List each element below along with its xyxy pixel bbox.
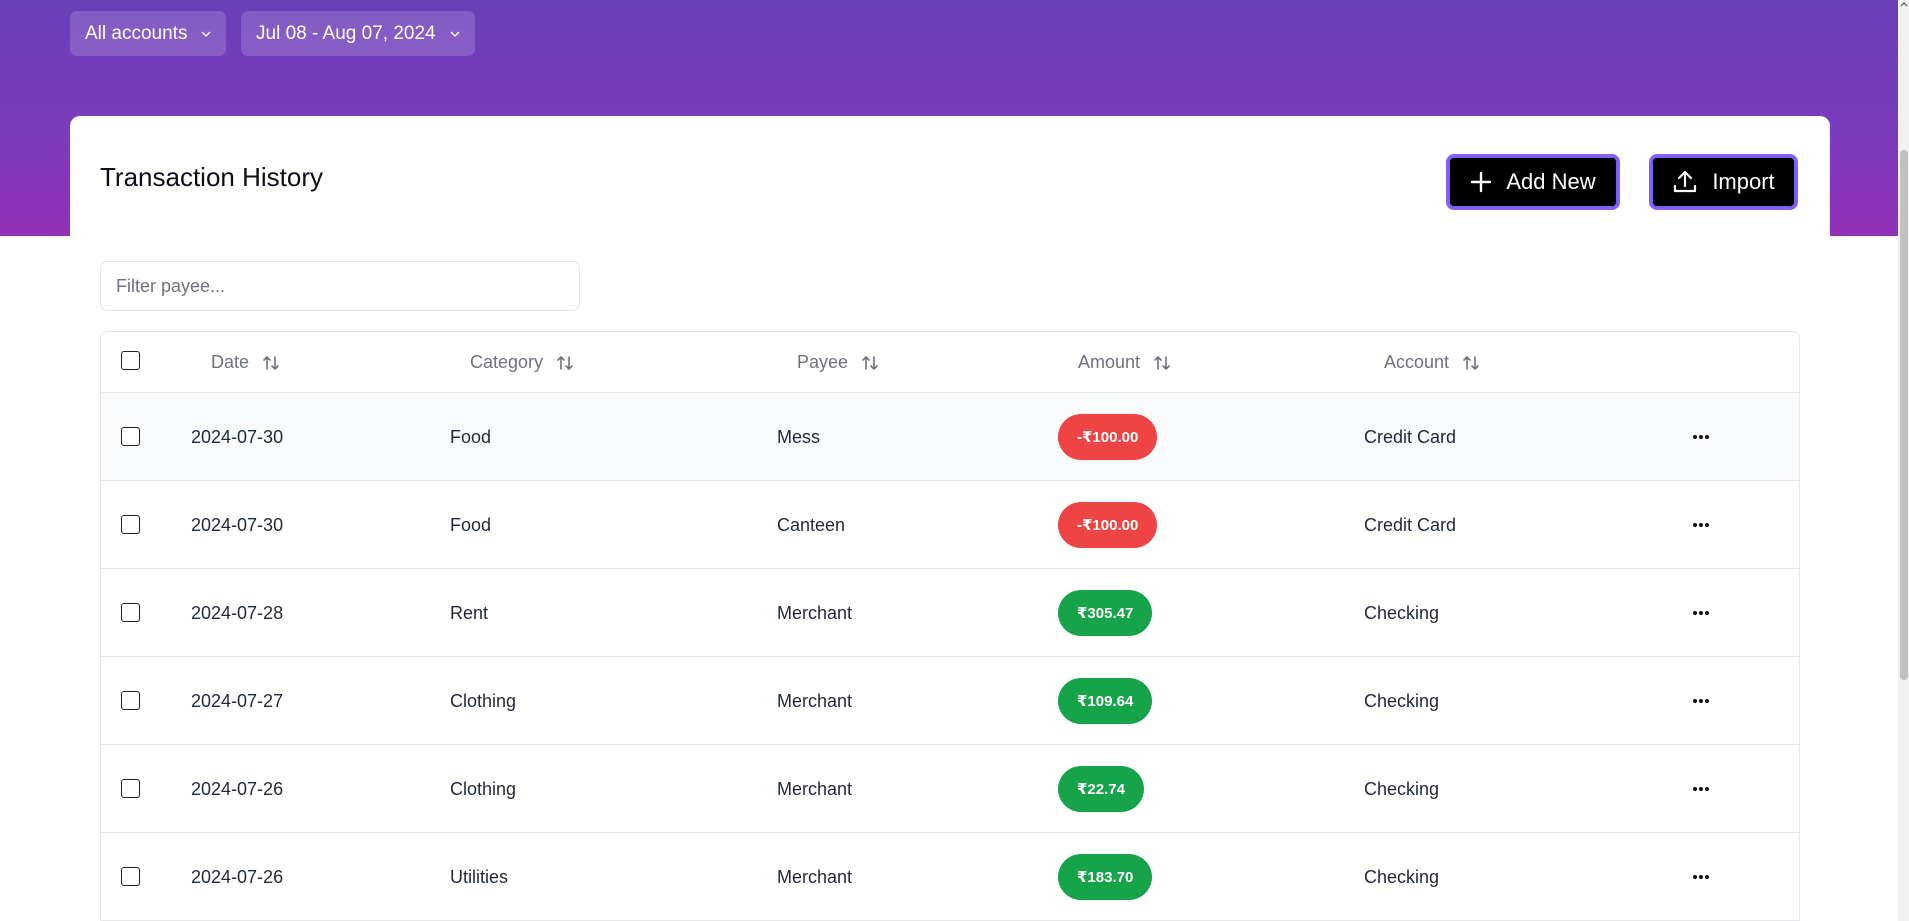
- row-actions-button[interactable]: [1686, 745, 1716, 833]
- filter-payee-input[interactable]: [100, 261, 580, 311]
- cell-account: Checking: [1364, 602, 1440, 623]
- transaction-history-card: Transaction History Add New Import Date …: [70, 116, 1830, 921]
- row-actions-button[interactable]: [1686, 569, 1716, 657]
- amount-badge: -₹100.00: [1058, 502, 1158, 548]
- scrollbar-thumb[interactable]: [1900, 150, 1908, 680]
- cell-account: Checking: [1364, 690, 1440, 711]
- ellipsis-icon: [1693, 523, 1709, 527]
- ellipsis-icon: [1693, 699, 1709, 703]
- cell-payee: Merchant: [777, 690, 853, 711]
- date-range-dropdown[interactable]: Jul 08 - Aug 07, 2024: [241, 11, 475, 56]
- amount-badge: ₹109.64: [1058, 678, 1153, 724]
- column-header-date[interactable]: Date: [211, 332, 281, 393]
- import-label: Import: [1712, 169, 1775, 194]
- cell-category: Utilities: [450, 866, 509, 887]
- account-filter-label: All accounts: [85, 22, 188, 44]
- table-row[interactable]: 2024-07-26 Clothing Merchant ₹22.74 Chec…: [101, 745, 1799, 833]
- cell-amount: ₹183.70: [1058, 833, 1153, 921]
- amount-badge: -₹100.00: [1058, 414, 1158, 460]
- ellipsis-icon: [1693, 787, 1709, 791]
- sort-icon: [557, 355, 573, 370]
- cell-payee: Canteen: [777, 514, 846, 535]
- cell-category: Food: [450, 514, 492, 535]
- table-header: Date Category Payee Amount Account: [101, 332, 1799, 393]
- cell-date: 2024-07-28: [191, 602, 284, 623]
- cell-category: Clothing: [450, 778, 517, 799]
- amount-badge: ₹22.74: [1058, 766, 1144, 812]
- cell-account: Credit Card: [1364, 426, 1457, 447]
- column-header-amount[interactable]: Amount: [1078, 332, 1172, 393]
- row-checkbox[interactable]: [121, 691, 140, 710]
- table-row[interactable]: 2024-07-30 Food Canteen -₹100.00 Credit …: [101, 481, 1799, 569]
- plus-icon: [1471, 171, 1492, 193]
- cell-date: 2024-07-26: [191, 866, 284, 887]
- column-header-category[interactable]: Category: [470, 332, 575, 393]
- table-row[interactable]: 2024-07-26 Utilities Merchant ₹183.70 Ch…: [101, 833, 1799, 921]
- cell-amount: ₹109.64: [1058, 657, 1153, 745]
- amount-badge: ₹305.47: [1058, 590, 1153, 636]
- add-new-label: Add New: [1506, 169, 1596, 194]
- cell-date: 2024-07-30: [191, 426, 284, 447]
- cell-date: 2024-07-26: [191, 778, 284, 799]
- cell-date: 2024-07-30: [191, 514, 284, 535]
- row-actions-button[interactable]: [1686, 481, 1716, 569]
- cell-account: Credit Card: [1364, 514, 1457, 535]
- amount-badge: ₹183.70: [1058, 854, 1153, 900]
- cell-category: Rent: [450, 602, 489, 623]
- cell-payee: Mess: [777, 426, 821, 447]
- row-checkbox[interactable]: [121, 427, 140, 446]
- row-actions-button[interactable]: [1686, 657, 1716, 745]
- row-checkbox[interactable]: [121, 603, 140, 622]
- column-header-payee[interactable]: Payee: [797, 332, 880, 393]
- add-new-button[interactable]: Add New: [1446, 154, 1620, 210]
- column-header-account[interactable]: Account: [1384, 332, 1481, 393]
- cell-category: Food: [450, 426, 492, 447]
- ellipsis-icon: [1693, 611, 1709, 615]
- column-account-label: Account: [1384, 352, 1450, 372]
- row-actions-button[interactable]: [1686, 833, 1716, 921]
- table-row[interactable]: 2024-07-30 Food Mess -₹100.00 Credit Car…: [101, 393, 1799, 481]
- cell-amount: -₹100.00: [1058, 481, 1158, 569]
- page-title: Transaction History: [100, 162, 323, 192]
- row-actions-button[interactable]: [1686, 393, 1716, 481]
- row-checkbox[interactable]: [121, 779, 140, 798]
- select-all-checkbox[interactable]: [121, 351, 140, 370]
- ellipsis-icon: [1693, 435, 1709, 439]
- transactions-table: Date Category Payee Amount Account 2024-: [100, 331, 1800, 921]
- sort-icon: [1463, 355, 1479, 370]
- sort-icon: [263, 355, 279, 370]
- cell-payee: Merchant: [777, 778, 853, 799]
- column-category-label: Category: [470, 352, 544, 372]
- column-date-label: Date: [211, 352, 250, 372]
- sort-icon: [862, 355, 878, 370]
- table-row[interactable]: 2024-07-28 Rent Merchant ₹305.47 Checkin…: [101, 569, 1799, 657]
- sort-icon: [1154, 355, 1170, 370]
- table-body: 2024-07-30 Food Mess -₹100.00 Credit Car…: [101, 393, 1799, 921]
- cell-account: Checking: [1364, 778, 1440, 799]
- cell-payee: Merchant: [777, 602, 853, 623]
- row-checkbox[interactable]: [121, 515, 140, 534]
- date-range-label: Jul 08 - Aug 07, 2024: [256, 22, 436, 44]
- upload-icon: [1674, 170, 1697, 193]
- chevron-down-icon: [201, 31, 211, 37]
- table-row[interactable]: 2024-07-27 Clothing Merchant ₹109.64 Che…: [101, 657, 1799, 745]
- column-payee-label: Payee: [797, 352, 849, 372]
- cell-amount: ₹305.47: [1058, 569, 1153, 657]
- row-checkbox[interactable]: [121, 867, 140, 886]
- cell-category: Clothing: [450, 690, 517, 711]
- cell-account: Checking: [1364, 866, 1440, 887]
- cell-amount: -₹100.00: [1058, 393, 1158, 481]
- cell-amount: ₹22.74: [1058, 745, 1144, 833]
- cell-payee: Merchant: [777, 866, 853, 887]
- scroll-up-arrow-icon[interactable]: [1899, 0, 1909, 8]
- chevron-down-icon: [450, 31, 460, 37]
- cell-date: 2024-07-27: [191, 690, 284, 711]
- column-amount-label: Amount: [1078, 352, 1141, 372]
- import-button[interactable]: Import: [1649, 154, 1798, 210]
- account-filter-dropdown[interactable]: All accounts: [70, 11, 227, 56]
- ellipsis-icon: [1693, 875, 1709, 879]
